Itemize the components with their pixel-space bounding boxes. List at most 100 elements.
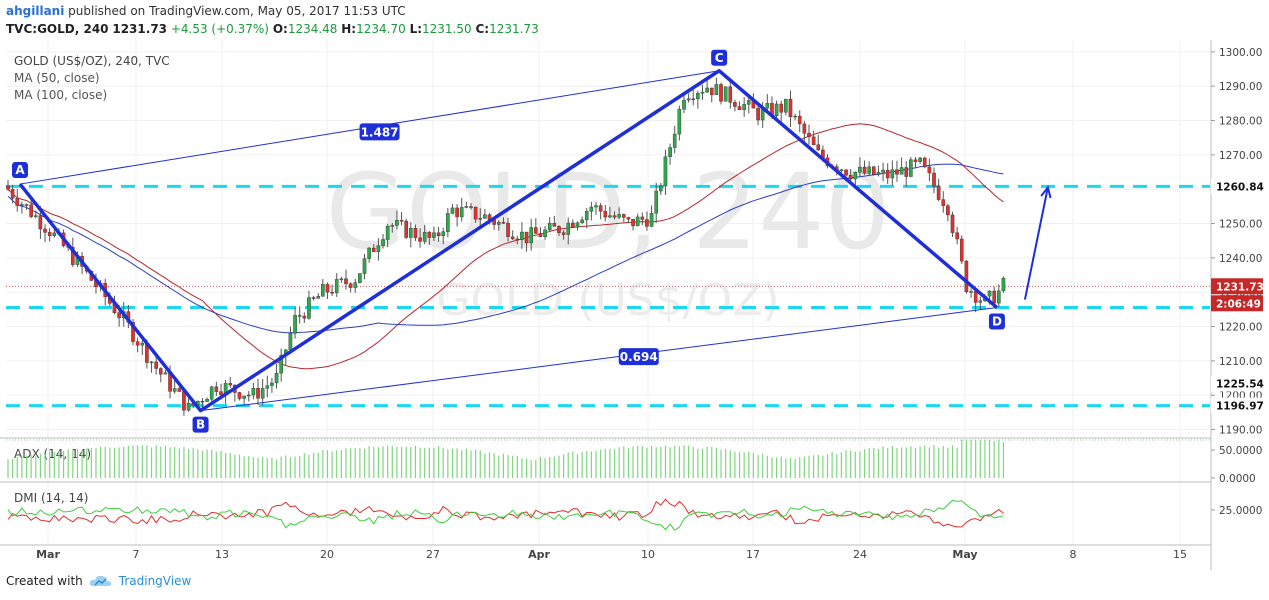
candle	[279, 354, 283, 374]
candle	[501, 222, 506, 224]
candle	[807, 133, 811, 138]
candle	[858, 166, 862, 173]
dmi-label: DMI (14, 14)	[14, 491, 88, 505]
abcd-pattern[interactable]: 1.487 0.694 A B C D	[12, 49, 1052, 433]
candle	[737, 106, 742, 110]
candle	[723, 86, 728, 102]
candle	[265, 385, 270, 389]
candle	[515, 238, 520, 241]
price-tick-label: 1270.00	[1219, 150, 1262, 162]
candle	[978, 300, 983, 303]
candle	[543, 229, 547, 237]
quote-line: TVC:GOLD, 240 1231.73 +4.53 (+0.37%) O:1…	[6, 22, 539, 36]
candle	[6, 185, 10, 190]
chart-legend: GOLD (US$/OZ), 240, TVC MA (50, close) M…	[14, 54, 170, 102]
candle	[353, 282, 358, 288]
published-text: published on TradingView.com, May 05, 20…	[68, 4, 406, 18]
candle	[941, 199, 946, 207]
candle	[200, 400, 205, 403]
indicator-panels: ADX (14, 14) DMI (14, 14)	[7, 440, 1005, 531]
candle	[117, 312, 121, 319]
candle	[696, 93, 700, 100]
candle	[209, 386, 214, 400]
time-tick-label: May	[952, 548, 977, 561]
price-tick-label: 1290.00	[1219, 81, 1262, 93]
watermark-line2: GOLD (US$/OZ)	[436, 275, 779, 326]
candle	[932, 172, 936, 187]
moving-averages	[7, 123, 1004, 370]
price-tick-label: 1300.00	[1219, 47, 1262, 59]
change-value: +4.53 (+0.37%)	[170, 22, 269, 36]
horizontal-levels[interactable]	[6, 184, 1210, 408]
candle	[163, 372, 168, 375]
candle	[677, 108, 682, 135]
point-label-C: C	[715, 51, 724, 65]
legend-ma100: MA (100, close)	[14, 88, 107, 102]
ma50-line	[7, 123, 1004, 370]
candle	[728, 86, 733, 103]
chart-area[interactable]: GOLD, 240 GOLD (US$/OZ) 1.487 0.694 A B C D G…	[0, 40, 1269, 570]
time-axis[interactable]: Mar 7 13 20 27 Apr 10 17 24 May 8 15	[36, 548, 1187, 561]
candle	[496, 222, 501, 225]
ratio-line-bd	[200, 307, 997, 412]
candle	[399, 220, 404, 222]
author-link[interactable]: ahgillani	[6, 4, 65, 18]
candle	[469, 206, 473, 208]
candle	[950, 214, 955, 233]
candle	[686, 98, 691, 101]
candle	[714, 84, 719, 95]
candle	[316, 296, 321, 299]
candle	[709, 87, 714, 95]
candle	[872, 166, 876, 175]
level-tag-1: 1260.84	[1216, 181, 1264, 193]
time-tick-label: 17	[746, 548, 760, 561]
candle	[478, 218, 483, 220]
candle	[367, 247, 371, 259]
candle	[251, 388, 256, 396]
candle	[997, 290, 1001, 304]
candle	[645, 219, 649, 227]
candle	[756, 107, 760, 121]
candle	[649, 213, 654, 227]
candle	[376, 245, 381, 253]
candle	[700, 91, 705, 94]
candle	[432, 232, 436, 238]
ratio-label-bd: 0.694	[620, 350, 658, 364]
candle	[946, 205, 950, 216]
candle	[848, 174, 853, 180]
candle	[621, 214, 626, 218]
point-B-box	[192, 416, 209, 433]
candle	[557, 226, 561, 233]
point-label-D: D	[992, 315, 1002, 329]
candle	[561, 232, 566, 235]
candle	[635, 216, 640, 227]
candle	[186, 403, 191, 411]
candle	[52, 232, 57, 236]
candle	[663, 156, 668, 187]
tradingview-link[interactable]: TradingView	[118, 574, 192, 588]
candle	[321, 284, 325, 297]
candle	[765, 103, 770, 109]
candle	[529, 227, 533, 244]
candle	[719, 84, 723, 102]
dmi-plus-line	[7, 499, 1004, 531]
candle	[297, 315, 302, 317]
time-tick-label: 7	[133, 548, 140, 561]
price-tick-label: 1250.00	[1219, 219, 1262, 231]
candle	[580, 219, 584, 223]
price-axis[interactable]: 1300.001290.001280.001270.001260.001250.…	[1211, 47, 1264, 517]
footer: Created with TradingView	[6, 574, 191, 588]
price-tick-label: 1240.00	[1219, 253, 1262, 265]
candle	[788, 98, 793, 118]
open-value: 1234.48	[287, 22, 338, 36]
candle	[626, 217, 631, 220]
candle	[177, 388, 182, 392]
price-tick-label: 1190.00	[1219, 425, 1262, 437]
candle	[672, 133, 677, 148]
candle	[964, 260, 969, 293]
time-tick-label: Apr	[528, 548, 550, 561]
candle	[784, 98, 788, 113]
level-tag-3-box	[1211, 397, 1263, 414]
close-value: 1231.73	[489, 22, 539, 36]
time-tick-label: 24	[853, 548, 867, 561]
